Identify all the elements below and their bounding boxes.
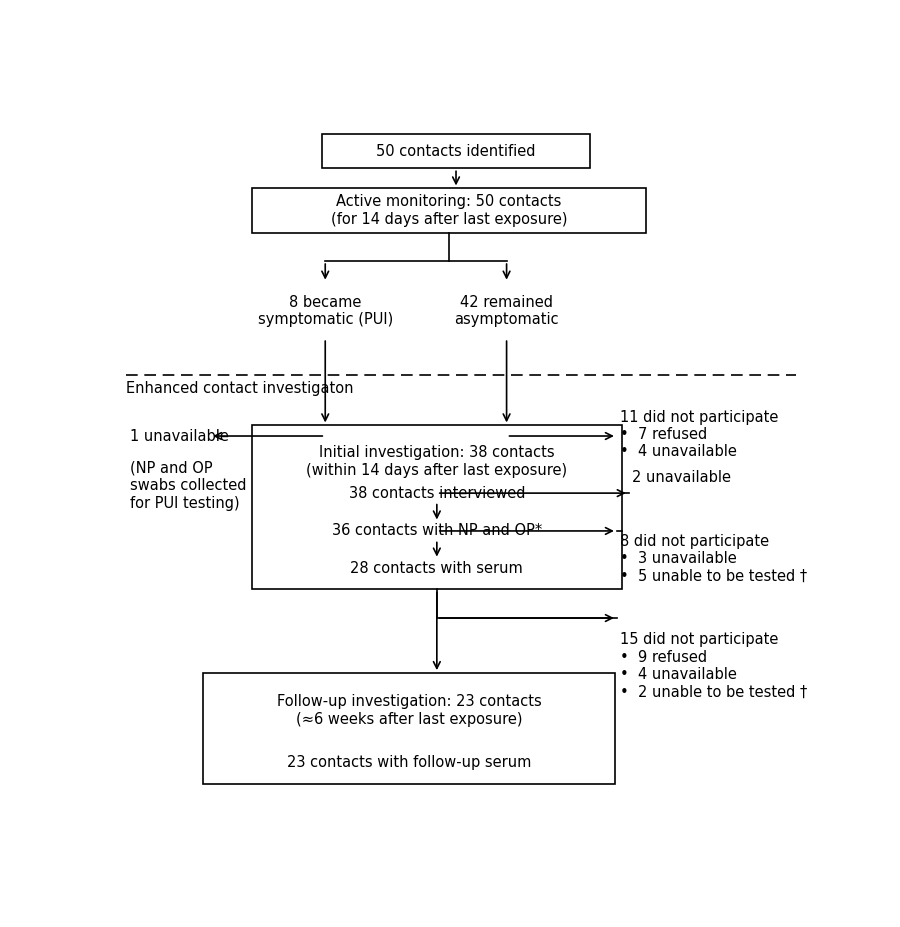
Text: 2 unavailable: 2 unavailable: [632, 470, 731, 485]
Text: 11 did not participate
•  7 refused
•  4 unavailable: 11 did not participate • 7 refused • 4 u…: [620, 410, 778, 460]
Bar: [203, 673, 615, 783]
Bar: [252, 188, 646, 233]
Text: (NP and OP
swabs collected
for PUI testing): (NP and OP swabs collected for PUI testi…: [130, 461, 247, 511]
Text: 42 remained
asymptomatic: 42 remained asymptomatic: [454, 295, 559, 327]
Text: 15 did not participate
•  9 refused
•  4 unavailable
•  2 unable to be tested †: 15 did not participate • 9 refused • 4 u…: [620, 632, 807, 700]
Text: 38 contacts interviewed: 38 contacts interviewed: [348, 486, 525, 501]
Text: 1 unavailable: 1 unavailable: [130, 428, 229, 443]
Bar: [252, 425, 622, 590]
Text: Active monitoring: 50 contacts
(for 14 days after last exposure): Active monitoring: 50 contacts (for 14 d…: [331, 195, 567, 227]
Text: 28 contacts with serum: 28 contacts with serum: [350, 561, 523, 576]
Text: 50 contacts identified: 50 contacts identified: [376, 144, 536, 159]
Text: Initial investigation: 38 contacts
(within 14 days after last exposure): Initial investigation: 38 contacts (with…: [306, 445, 567, 477]
Bar: [322, 134, 590, 169]
Text: Follow-up investigation: 23 contacts
(≈6 weeks after last exposure): Follow-up investigation: 23 contacts (≈6…: [276, 694, 541, 727]
Text: 36 contacts with NP and OP*: 36 contacts with NP and OP*: [332, 524, 542, 539]
Text: 23 contacts with follow-up serum: 23 contacts with follow-up serum: [287, 755, 531, 769]
Text: 8 did not participate
•  3 unavailable
•  5 unable to be tested †: 8 did not participate • 3 unavailable • …: [620, 534, 807, 584]
Text: Enhanced contact investigaton: Enhanced contact investigaton: [126, 381, 354, 396]
Text: 8 became
symptomatic (PUI): 8 became symptomatic (PUI): [257, 295, 393, 327]
